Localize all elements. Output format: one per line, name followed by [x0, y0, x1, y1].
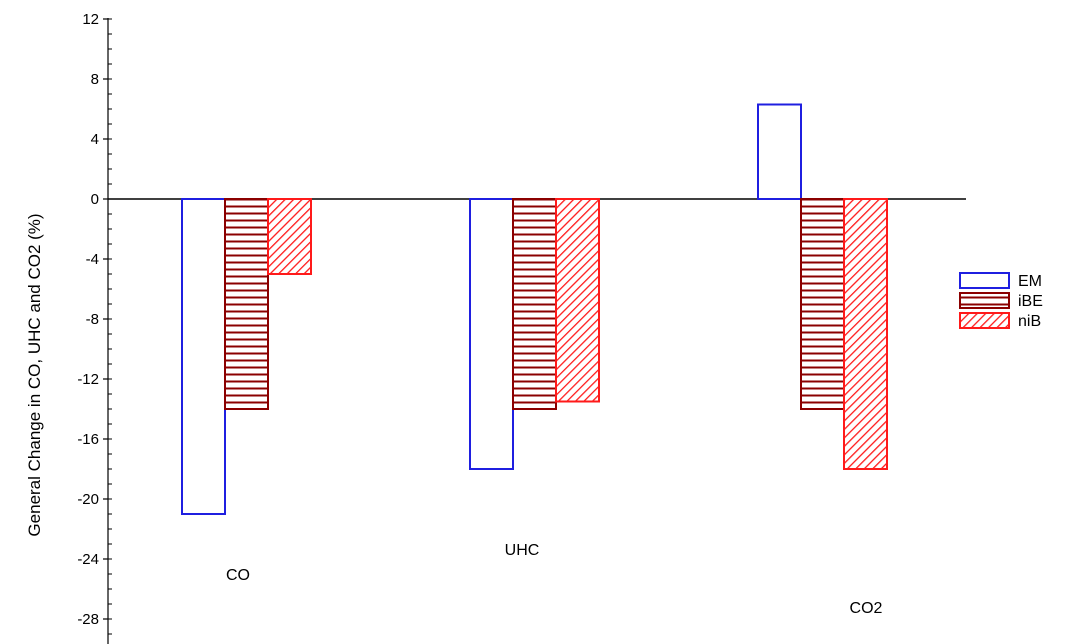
category-labels: CO UHC CO2 — [226, 542, 883, 617]
legend-swatch-em — [959, 272, 1010, 289]
legend-label: EM — [1018, 273, 1042, 290]
bar-ibe-uhc — [512, 198, 557, 410]
y-tick-label: -20 — [77, 491, 99, 508]
bar-em-co — [181, 198, 226, 515]
bar-nib-co2 — [843, 198, 888, 470]
bar-nib-uhc — [555, 198, 600, 403]
bar-ibe-co2 — [800, 198, 845, 410]
y-tick-label: -12 — [77, 371, 99, 388]
legend-label: niB — [1018, 313, 1041, 330]
y-axis-label: General Change in CO, UHC and CO2 (%) — [25, 213, 44, 536]
bar-nib-co — [267, 198, 312, 275]
bars — [181, 103, 888, 515]
legend-label: iBE — [1018, 293, 1043, 310]
legend: EM iBE niB — [959, 272, 1043, 330]
y-tick-label: -8 — [86, 311, 99, 328]
legend-swatch-nib — [959, 312, 1010, 329]
category-label: CO — [226, 567, 250, 584]
bar-em-uhc — [469, 198, 514, 470]
y-tick-label: 4 — [91, 131, 99, 148]
category-label: UHC — [505, 542, 540, 559]
legend-swatch-ibe — [959, 292, 1010, 309]
y-tick-label: -24 — [77, 551, 99, 568]
category-label: CO2 — [850, 600, 883, 617]
bar-em-co2 — [757, 103, 802, 200]
y-tick-label: 0 — [91, 191, 99, 208]
y-tick-label: 12 — [82, 11, 99, 28]
y-tick-label: -4 — [86, 251, 99, 268]
y-tick-label: 8 — [91, 71, 99, 88]
bar-ibe-co — [224, 198, 269, 410]
y-tick-label: -16 — [77, 431, 99, 448]
y-tick-label: -28 — [77, 611, 99, 628]
